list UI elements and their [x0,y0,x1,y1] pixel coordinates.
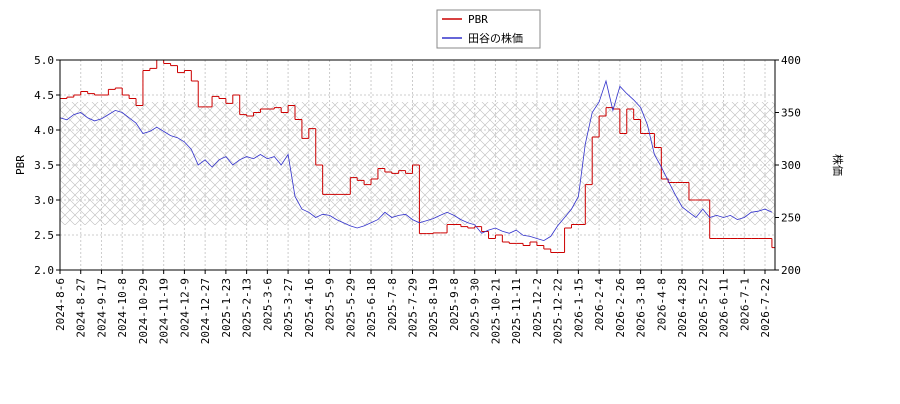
series-line [59,79,773,242]
x-tick-label: 2025-9-30 [469,278,482,338]
x-tick-label: 2025-1-23 [220,278,233,338]
x-tick-label: 2025-7-8 [386,278,399,331]
y2-tick-label: 400 [781,54,801,67]
y-axis-label: PBR [14,155,27,175]
x-tick-label: 2024-12-9 [178,278,191,338]
x-tick-label: 2025-12-2 [531,278,544,338]
legend-label: PBR [468,13,488,26]
x-tick-label: 2025-10-21 [489,278,502,344]
x-tick-label: 2024-12-27 [199,278,212,344]
y-tick-label: 4.0 [34,124,54,137]
x-tick-label: 2025-7-29 [407,278,420,338]
x-tick-label: 2026-5-22 [697,278,710,338]
x-tick-label: 2025-3-27 [282,278,295,338]
y-tick-label: 2.0 [34,264,54,277]
legend-label: 田谷の株価 [468,31,523,45]
background-hatch [60,102,775,225]
x-tick-label: 2025-12-22 [552,278,565,344]
x-tick-label: 2026-4-28 [676,278,689,338]
x-tick-label: 2024-11-19 [158,278,171,344]
y2-tick-label: 300 [781,159,801,172]
x-tick-label: 2024-8-6 [54,278,67,331]
x-tick-label: 2026-7-22 [759,278,772,338]
x-tick-label: 2024-10-8 [116,278,129,338]
legend [436,9,541,49]
y-tick-label: 5.0 [34,54,54,67]
x-tick-label: 2025-11-11 [510,278,523,344]
x-tick-label: 2025-2-13 [241,278,254,338]
y-tick-label: 2.5 [34,229,54,242]
x-tick-label: 2024-9-17 [95,278,108,338]
x-tick-label: 2025-6-18 [365,278,378,338]
y-tick-label: 3.0 [34,194,54,207]
y-tick-label: 3.5 [34,159,54,172]
x-tick-label: 2026-7-1 [738,278,751,331]
x-tick-label: 2026-2-4 [593,278,606,331]
x-tick-label: 2024-8-27 [75,278,88,338]
x-tick-label: 2025-5-9 [324,278,337,331]
x-tick-label: 2025-4-16 [303,278,316,338]
x-tick-label: 2024-10-29 [137,278,150,344]
x-tick-label: 2026-6-11 [718,278,731,338]
plot-frame [59,59,776,271]
y-tick-label: 4.5 [34,89,54,102]
x-tick-label: 2026-4-8 [655,278,668,331]
x-tick-label: 2025-8-19 [427,278,440,338]
x-tick-label: 2025-9-8 [448,278,461,331]
x-tick-label: 2025-5-29 [344,278,357,338]
x-tick-label: 2026-1-15 [572,278,585,338]
x-tick-label: 2026-2-26 [614,278,627,338]
x-tick-label: 2026-3-18 [635,278,648,338]
y2-tick-label: 200 [781,264,801,277]
y2-axis-label: 株価 [831,154,845,176]
y2-tick-label: 250 [781,212,801,225]
y2-tick-label: 350 [781,107,801,120]
x-tick-label: 2025-3-6 [261,278,274,331]
